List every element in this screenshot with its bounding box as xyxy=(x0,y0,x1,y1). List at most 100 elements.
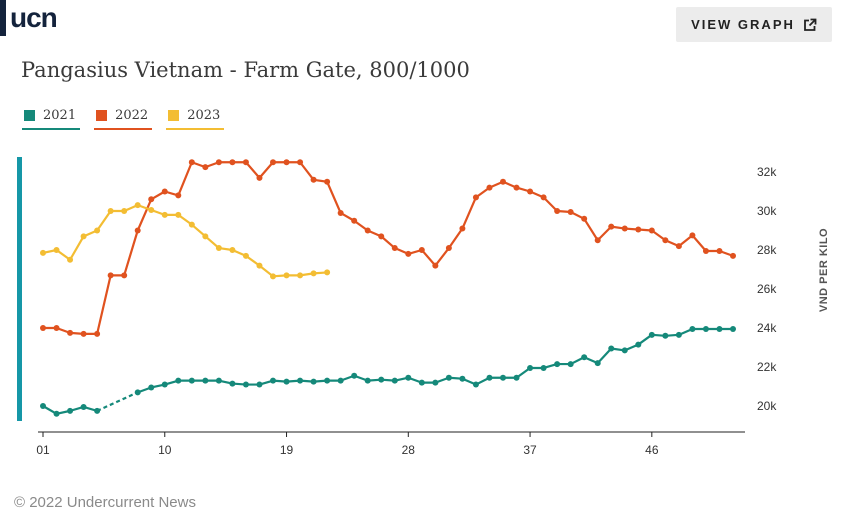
data-point-2021 xyxy=(67,407,74,414)
y-tick-label: 30k xyxy=(757,204,777,218)
data-point-2023 xyxy=(324,269,331,276)
data-point-2023 xyxy=(121,208,128,214)
data-point-2022 xyxy=(324,178,331,185)
data-point-2022 xyxy=(418,247,425,253)
data-point-2022 xyxy=(215,159,222,166)
legend-swatch-2022 xyxy=(96,110,108,121)
data-point-2021 xyxy=(148,384,155,391)
data-point-2022 xyxy=(94,330,101,337)
data-point-2021 xyxy=(40,403,46,409)
data-point-2021 xyxy=(391,377,398,384)
data-point-2021 xyxy=(513,374,520,381)
data-point-2021 xyxy=(310,378,317,385)
data-point-2021 xyxy=(486,374,493,381)
data-point-2022 xyxy=(351,217,358,224)
data-point-2022 xyxy=(364,227,371,234)
data-point-2022 xyxy=(256,174,263,181)
data-point-2023 xyxy=(40,249,46,256)
data-point-2021 xyxy=(621,347,628,354)
legend-swatch-2023 xyxy=(168,110,180,121)
x-tick-label: 10 xyxy=(158,443,172,457)
logo-text: ucn xyxy=(10,2,58,33)
legend-item-2022[interactable]: 2022 xyxy=(94,106,153,130)
data-point-2023 xyxy=(242,252,249,259)
data-point-2021 xyxy=(80,403,87,410)
data-point-2023 xyxy=(202,233,209,240)
data-point-2022 xyxy=(527,188,534,195)
data-point-2021 xyxy=(405,374,412,381)
data-point-2022 xyxy=(107,272,114,279)
data-point-2021 xyxy=(337,377,344,384)
data-point-2022 xyxy=(554,208,561,214)
chart-title: Pangasius Vietnam - Farm Gate, 800/1000 xyxy=(21,58,470,82)
data-point-2021 xyxy=(500,374,506,381)
data-point-2021 xyxy=(324,377,331,384)
data-point-2021 xyxy=(662,332,669,339)
data-point-2021 xyxy=(567,361,574,368)
legend-swatch-2021 xyxy=(24,110,35,121)
data-point-2022 xyxy=(648,227,655,234)
data-point-2021 xyxy=(730,325,736,332)
legend-label-2022: 2022 xyxy=(115,108,149,123)
legend-item-2021[interactable]: 2021 xyxy=(22,106,81,130)
logo[interactable]: ucn xyxy=(0,0,58,36)
data-point-2021 xyxy=(175,377,182,384)
data-point-2021 xyxy=(202,377,209,384)
data-point-2022 xyxy=(513,184,520,191)
data-point-2021 xyxy=(270,377,276,384)
data-point-2022 xyxy=(391,245,398,252)
data-point-2023 xyxy=(148,207,155,214)
y-tick-label: 32k xyxy=(757,165,777,179)
view-graph-label: VIEW GRAPH xyxy=(691,17,795,32)
data-point-2021 xyxy=(53,410,60,417)
data-point-2022 xyxy=(702,247,709,254)
data-point-2022 xyxy=(730,252,736,259)
y-tick-label: 26k xyxy=(757,282,777,296)
x-tick-label: 28 xyxy=(402,443,416,457)
data-point-2023 xyxy=(283,272,290,279)
data-point-2022 xyxy=(567,208,574,215)
data-point-2021 xyxy=(594,360,601,367)
data-point-2021 xyxy=(472,381,479,388)
data-point-2021 xyxy=(378,376,385,383)
data-point-2022 xyxy=(188,159,195,166)
y-axis-label: VND PER KILO xyxy=(818,228,830,312)
data-point-2021 xyxy=(608,345,615,352)
data-point-2022 xyxy=(459,225,466,232)
data-point-2022 xyxy=(283,159,290,166)
data-point-2023 xyxy=(256,262,263,269)
data-point-2022 xyxy=(432,262,439,269)
data-point-2021 xyxy=(675,331,682,338)
data-point-2021 xyxy=(554,361,561,368)
series-line-2022 xyxy=(43,161,734,335)
data-point-2022 xyxy=(53,325,60,331)
data-point-2022 xyxy=(202,164,209,171)
data-point-2021 xyxy=(256,381,263,388)
data-point-2023 xyxy=(229,247,236,253)
data-point-2021 xyxy=(364,377,371,384)
y-tick-label: 24k xyxy=(757,321,777,335)
x-tick-label: 01 xyxy=(36,443,50,457)
data-point-2022 xyxy=(405,250,412,257)
series-gap-2021 xyxy=(96,391,139,412)
data-point-2022 xyxy=(716,247,723,254)
data-point-2022 xyxy=(486,184,493,191)
view-graph-button[interactable]: VIEW GRAPH xyxy=(676,7,832,42)
data-point-2021 xyxy=(283,378,290,385)
legend-item-2023[interactable]: 2023 xyxy=(166,106,225,130)
data-point-2022 xyxy=(635,226,642,233)
data-point-2022 xyxy=(40,325,46,331)
data-point-2022 xyxy=(148,196,155,203)
x-tick-label: 46 xyxy=(645,443,659,457)
data-point-2021 xyxy=(459,375,466,382)
data-point-2022 xyxy=(270,159,276,166)
data-point-2023 xyxy=(53,247,60,253)
data-point-2021 xyxy=(432,379,439,386)
data-point-2021 xyxy=(134,389,141,396)
data-point-2021 xyxy=(297,377,304,384)
data-point-2022 xyxy=(689,232,696,239)
data-point-2021 xyxy=(635,341,642,348)
data-point-2021 xyxy=(229,380,236,387)
data-point-2022 xyxy=(80,330,87,337)
data-point-2023 xyxy=(310,270,317,277)
